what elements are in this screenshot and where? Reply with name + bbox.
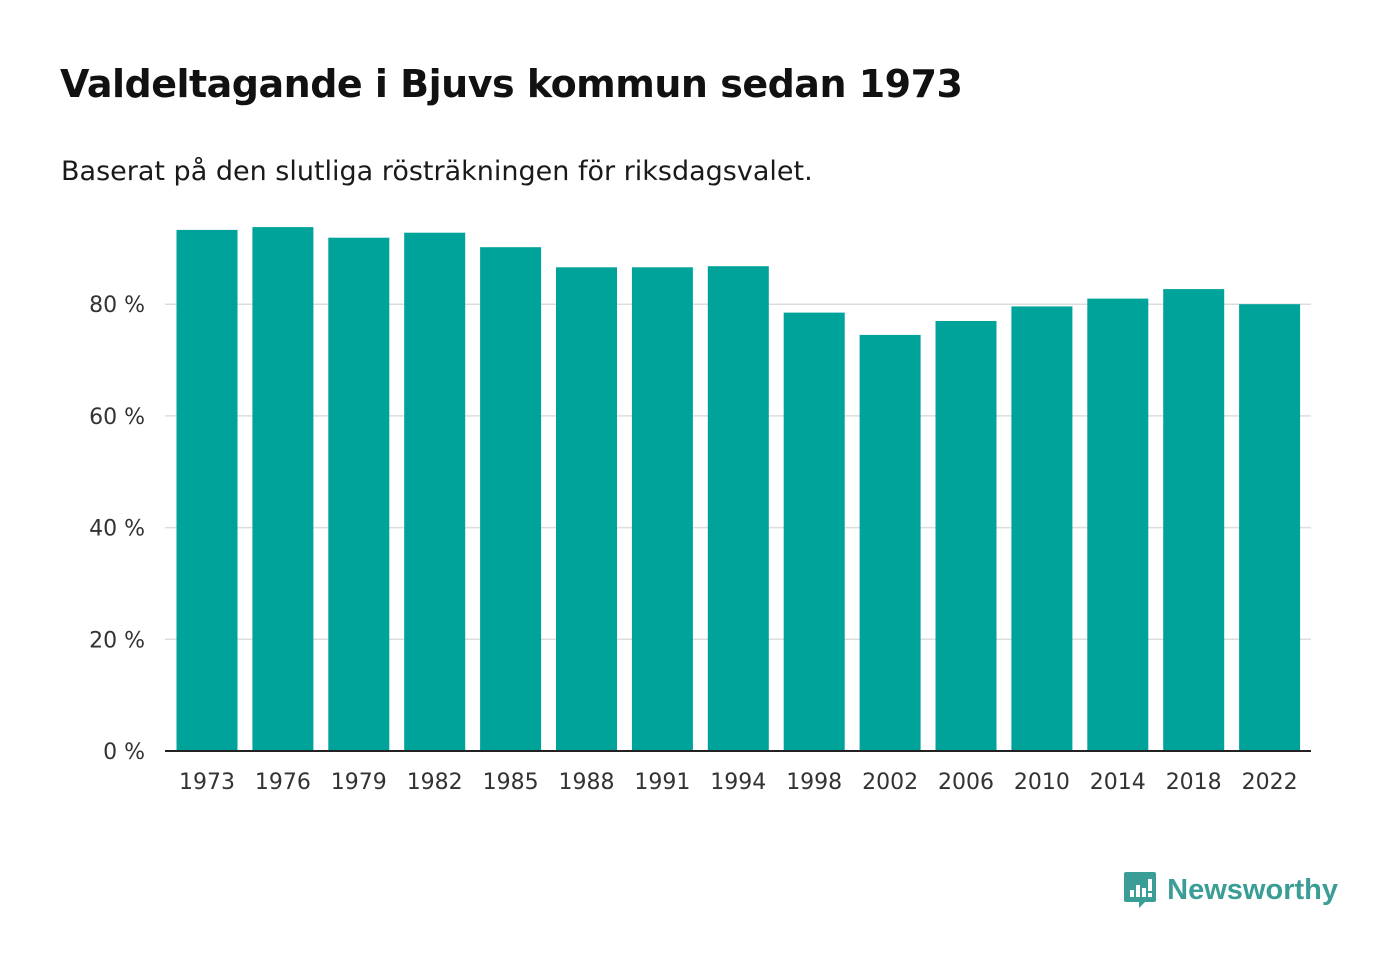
chart-title: Valdeltagande i Bjuvs kommun sedan 1973 <box>60 62 963 106</box>
x-tick-label: 1985 <box>483 770 539 795</box>
y-tick-label: 0 % <box>103 740 145 765</box>
x-tick-label: 1979 <box>331 770 387 795</box>
brand-logo: Newsworthy <box>1123 870 1338 910</box>
x-tick-label: 1998 <box>786 770 842 795</box>
bar-1988 <box>556 267 617 751</box>
bar-1982 <box>404 232 466 751</box>
bar-2006 <box>935 321 997 751</box>
x-tick-label: 1982 <box>407 770 463 795</box>
bar-1973 <box>176 229 238 751</box>
y-tick-label: 80 % <box>89 293 145 318</box>
y-tick-label: 60 % <box>89 405 145 430</box>
bar-1991 <box>631 267 693 751</box>
bar-2002 <box>859 334 921 751</box>
bar-1976 <box>252 227 314 752</box>
bar-2018 <box>1163 289 1225 751</box>
y-tick-label: 20 % <box>89 628 145 653</box>
x-tick-label: 2014 <box>1090 770 1146 795</box>
x-tick-label: 2002 <box>862 770 918 795</box>
bar-1985 <box>480 247 542 751</box>
x-tick-label: 2018 <box>1166 770 1222 795</box>
bar-1998 <box>783 312 845 751</box>
x-tick-label: 1973 <box>179 770 235 795</box>
chart-subtitle: Baserat på den slutliga rösträkningen fö… <box>61 156 813 187</box>
bar-2010 <box>1011 306 1073 751</box>
x-tick-label: 1976 <box>255 770 311 795</box>
bar-1994 <box>707 266 769 751</box>
x-tick-label: 1991 <box>634 770 690 795</box>
brand-name: Newsworthy <box>1167 873 1338 906</box>
x-tick-label: 1988 <box>559 770 615 795</box>
newsworthy-logo-icon <box>1124 872 1157 908</box>
x-tick-label: 2006 <box>938 770 994 795</box>
bar-2014 <box>1087 298 1149 751</box>
bar-2022 <box>1239 304 1301 751</box>
x-tick-label: 1994 <box>710 770 766 795</box>
x-tick-label: 2010 <box>1014 770 1070 795</box>
bar-1979 <box>328 237 390 751</box>
y-tick-label: 40 % <box>89 517 145 542</box>
x-tick-label: 2022 <box>1242 770 1298 795</box>
